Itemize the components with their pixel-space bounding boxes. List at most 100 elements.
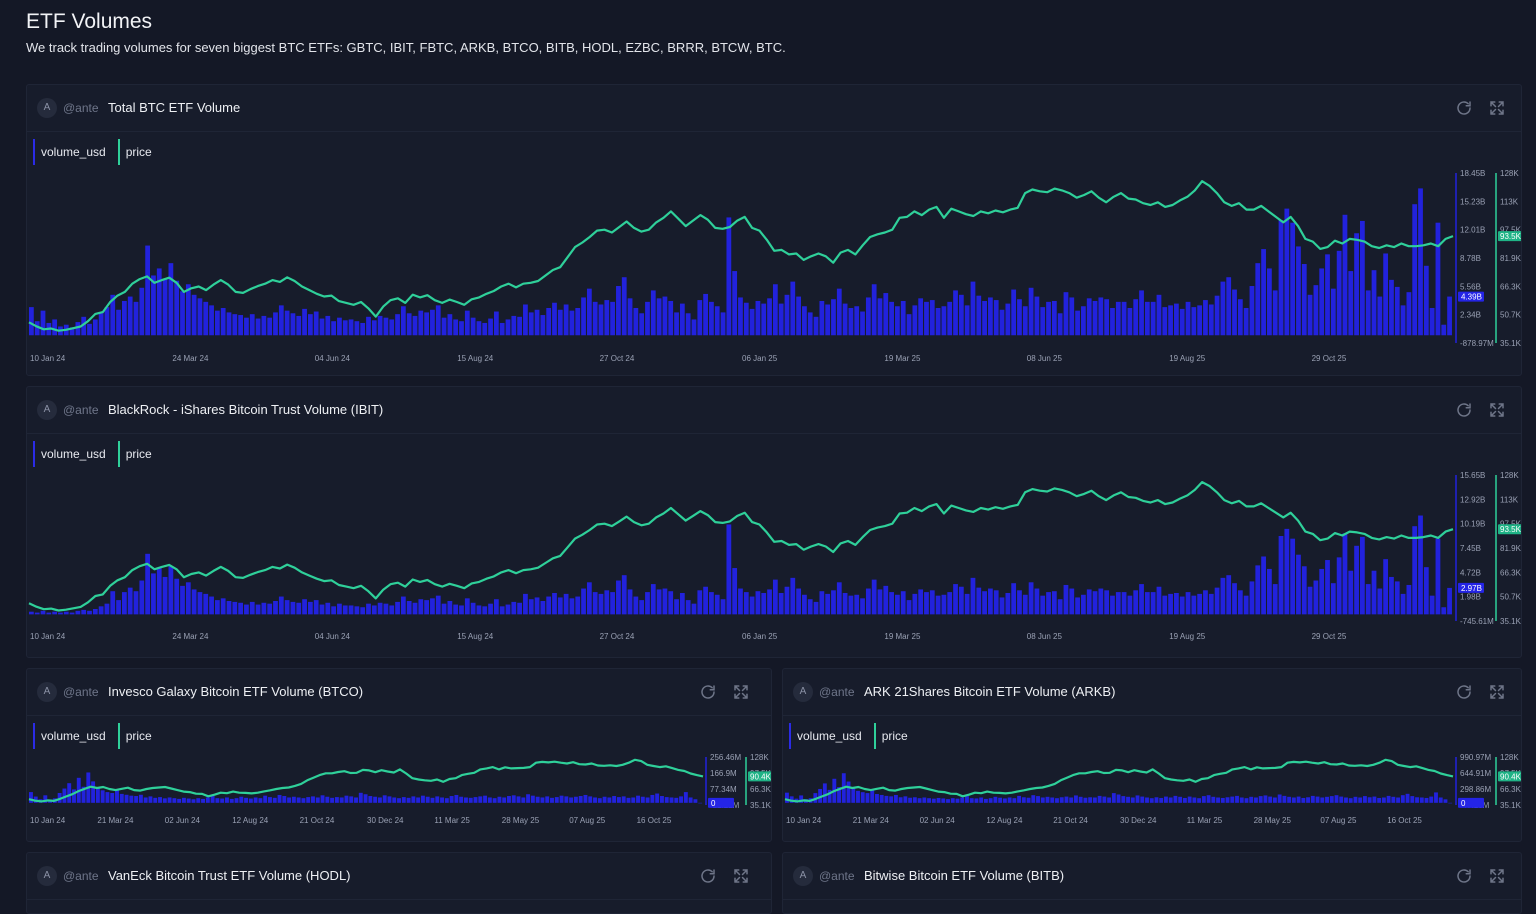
volume-bar — [929, 590, 935, 615]
volume-bar — [837, 787, 841, 803]
chart-legend: volume_usd price — [789, 723, 914, 749]
volume-bar — [145, 553, 151, 615]
chart-total-btc-etf-volume[interactable]: 18.45B 15.23B 12.01B 8.78B 5.56B 2.34B -878.97… — [27, 167, 1521, 376]
legend-item-volume[interactable]: volume_usd — [33, 441, 112, 467]
volume-bar — [238, 315, 244, 336]
volume-bar — [1021, 797, 1026, 803]
volume-bar — [383, 603, 389, 615]
volume-bar — [377, 315, 383, 336]
volume-bar — [856, 790, 860, 803]
volume-bar — [91, 781, 96, 803]
volume-bar — [320, 795, 325, 803]
volume-bar — [337, 317, 342, 336]
avatar[interactable]: A — [793, 866, 813, 886]
avatar[interactable]: A — [793, 682, 813, 702]
volume-bar — [703, 586, 708, 615]
chart-btco-volume[interactable]: 256.46M166.9M77.34M-12.21M128K97.5K66.3K… — [27, 751, 771, 841]
author-name[interactable]: @ante — [63, 685, 99, 699]
volume-bar — [827, 789, 832, 803]
chart-arkb-volume[interactable]: 990.97M644.91M298.86M-47.18M128K97.5K66.… — [783, 751, 1521, 841]
volume-bar — [650, 584, 656, 615]
volume-bar — [1051, 300, 1057, 336]
legend-item-volume[interactable]: volume_usd — [789, 723, 868, 749]
author-name[interactable]: @ante — [63, 403, 99, 417]
volume-bar — [528, 312, 534, 336]
volume-bar — [296, 602, 302, 615]
volume-bar — [738, 297, 743, 336]
volume-bar — [397, 798, 401, 803]
volume-bar — [1272, 797, 1277, 803]
legend-item-price[interactable]: price — [117, 139, 158, 165]
volume-bar — [865, 588, 871, 615]
volume-bar — [1307, 294, 1313, 336]
volume-bar — [1127, 308, 1133, 336]
volume-bar — [267, 603, 273, 615]
avatar[interactable]: A — [37, 400, 57, 420]
last-volume-tag — [1458, 582, 1484, 593]
legend-item-volume[interactable]: volume_usd — [33, 139, 112, 165]
volume-bar — [604, 300, 610, 336]
volume-bar — [953, 584, 958, 615]
volume-bar — [156, 268, 162, 336]
volume-bar — [550, 797, 554, 803]
refresh-icon[interactable] — [1455, 867, 1473, 885]
volume-bar — [122, 300, 127, 336]
volume-bar — [1263, 795, 1268, 803]
volume-bar — [1415, 797, 1419, 803]
volume-bar — [953, 290, 958, 336]
volume-bar — [1130, 797, 1135, 803]
legend-item-price[interactable]: price — [117, 723, 158, 749]
volume-bar — [1040, 797, 1045, 803]
chart-legend: volume_usd price — [33, 723, 158, 749]
volume-bar — [1031, 795, 1036, 803]
author-name[interactable]: @ante — [63, 869, 99, 883]
expand-icon[interactable] — [1488, 99, 1506, 117]
author-name[interactable]: @ante — [819, 869, 855, 883]
volume-bar — [1185, 301, 1191, 336]
volume-bar — [116, 309, 121, 336]
last-price-tag — [748, 771, 771, 782]
volume-bar — [581, 588, 586, 615]
volume-bar — [627, 298, 633, 336]
chart-ibit-volume[interactable]: 15.65B 12.92B 10.19B 7.45B 4.72B 1.98B -745.61… — [27, 469, 1521, 657]
refresh-icon[interactable] — [1455, 401, 1473, 419]
expand-icon[interactable] — [1488, 683, 1506, 701]
refresh-icon[interactable] — [699, 683, 717, 701]
avatar[interactable]: A — [37, 98, 57, 118]
panel-header: A @ante VanEck Bitcoin Trust ETF Volume … — [27, 853, 771, 900]
expand-icon[interactable] — [1488, 867, 1506, 885]
refresh-icon[interactable] — [1455, 99, 1473, 117]
volume-bar — [918, 589, 924, 615]
volume-bar — [287, 797, 292, 803]
volume-bar — [511, 601, 517, 615]
volume-bar — [1344, 797, 1348, 803]
legend-item-volume[interactable]: volume_usd — [33, 723, 112, 749]
x-tick-label: 19 Aug 25 — [1169, 632, 1206, 641]
volume-bar — [1278, 220, 1284, 336]
y-right-tick-label: 50.7K — [1500, 593, 1521, 602]
avatar[interactable]: A — [37, 682, 57, 702]
volume-bar — [1214, 587, 1220, 615]
volume-bar — [197, 298, 203, 336]
volume-bar — [935, 595, 941, 615]
volume-bar — [87, 610, 92, 615]
volume-bar — [697, 300, 703, 336]
x-tick-label: 07 Aug 25 — [569, 816, 606, 825]
volume-bar — [1377, 588, 1383, 615]
expand-icon[interactable] — [1488, 401, 1506, 419]
expand-icon[interactable] — [732, 683, 750, 701]
volume-bar — [1254, 797, 1258, 803]
volume-bar — [349, 796, 354, 803]
volume-bar — [1441, 324, 1447, 336]
y-left-tick-label: 15.65B — [1460, 471, 1485, 480]
legend-item-price[interactable]: price — [873, 723, 914, 749]
author-name[interactable]: @ante — [819, 685, 855, 699]
refresh-icon[interactable] — [699, 867, 717, 885]
expand-icon[interactable] — [732, 867, 750, 885]
volume-bar — [900, 591, 906, 615]
legend-item-price[interactable]: price — [117, 441, 158, 467]
refresh-icon[interactable] — [1455, 683, 1473, 701]
y-right-tick-label: 128K — [1500, 169, 1519, 178]
avatar[interactable]: A — [37, 866, 57, 886]
author-name[interactable]: @ante — [63, 101, 99, 115]
